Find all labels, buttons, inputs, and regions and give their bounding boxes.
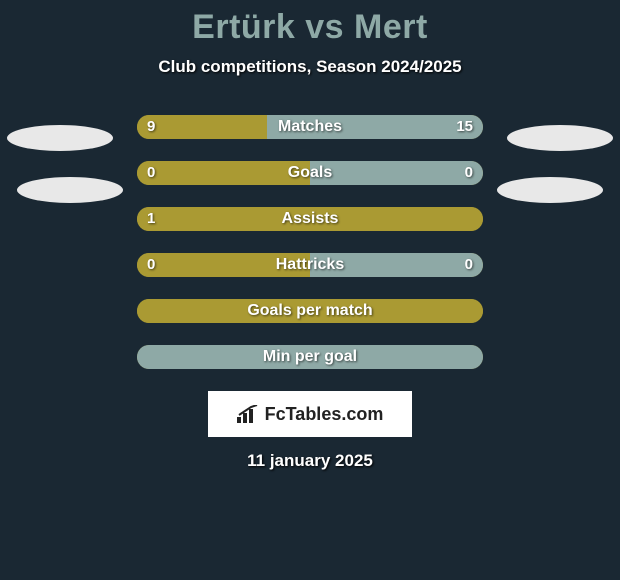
player2-avatar-bottom <box>497 177 603 203</box>
bar-value-right: 15 <box>456 115 473 139</box>
bar-value-left: 1 <box>147 207 155 231</box>
stat-bar: Matches9 15 <box>137 115 483 139</box>
bar-value-left: 9 <box>147 115 155 139</box>
bar-label: Min per goal <box>137 345 483 369</box>
content: Matches915Goals00Assists1Hattricks00Goal… <box>0 115 620 471</box>
bar-value-left: 0 <box>147 253 155 277</box>
bar-label: Assists <box>137 207 483 231</box>
fctables-logo: FcTables.com <box>208 391 412 437</box>
player2-avatar-top <box>507 125 613 151</box>
player1-avatar-top <box>7 125 113 151</box>
bar-value-right: 0 <box>465 253 473 277</box>
logo-text: FcTables.com <box>265 404 384 425</box>
player1-avatar-bottom <box>17 177 123 203</box>
bar-label: Hattricks <box>137 253 483 277</box>
vs-text: vs <box>305 8 344 46</box>
bar-value-left: 0 <box>147 161 155 185</box>
bar-label: Goals per match <box>137 299 483 323</box>
player2-name: Mert <box>354 8 428 46</box>
subtitle: Club competitions, Season 2024/2025 <box>0 57 620 77</box>
stat-bar: Assists1 <box>137 207 483 231</box>
stat-bar: Goals0 0 <box>137 161 483 185</box>
bar-label: Goals <box>137 161 483 185</box>
page-title: Ertürk vs Mert <box>0 0 620 47</box>
stat-bar: Min per goal <box>137 345 483 369</box>
bar-label: Matches <box>137 115 483 139</box>
stat-bar: Goals per match <box>137 299 483 323</box>
player1-name: Ertürk <box>192 8 295 46</box>
stat-bar: Hattricks0 0 <box>137 253 483 277</box>
chart-icon <box>237 405 259 423</box>
stats-bars: Matches915Goals00Assists1Hattricks00Goal… <box>137 115 483 369</box>
footer-date: 11 january 2025 <box>0 451 620 471</box>
bar-value-right: 0 <box>465 161 473 185</box>
